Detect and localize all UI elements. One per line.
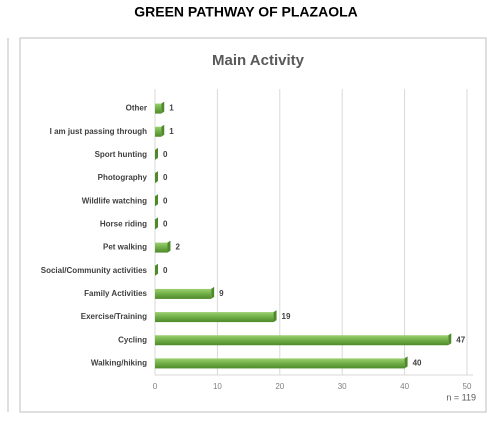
chart-title: Main Activity: [212, 52, 305, 69]
x-tick-label: 40: [400, 382, 409, 391]
value-label: 0: [163, 266, 168, 275]
bar-end: [161, 101, 165, 114]
bar-end: [273, 310, 277, 323]
value-label: 0: [163, 150, 168, 159]
y-tick-label: Family Activities: [84, 289, 147, 298]
bar: [155, 358, 405, 369]
bar-end: [155, 194, 158, 207]
bar-end: [167, 240, 171, 253]
y-tick-label: Horse riding: [100, 220, 147, 229]
value-label: 47: [456, 335, 465, 344]
bar: [155, 288, 212, 299]
bar: [155, 126, 162, 137]
bar-end: [155, 147, 158, 160]
x-tick-label: 10: [213, 382, 222, 391]
bar-end: [404, 356, 408, 369]
y-tick-label: Other: [126, 104, 147, 113]
y-tick-label: Photography: [98, 173, 148, 182]
y-tick-label: Sport hunting: [95, 150, 148, 159]
bar-end: [155, 171, 158, 184]
value-label: 2: [175, 243, 180, 252]
value-label: 0: [163, 220, 168, 229]
y-tick-label: I am just passing through: [50, 127, 147, 136]
bar-end: [448, 333, 452, 346]
x-tick-label: 50: [463, 382, 472, 391]
y-tick-label: Walking/hiking: [91, 359, 147, 368]
value-label: 19: [282, 312, 291, 321]
y-tick-label: Cycling: [118, 335, 147, 344]
bar: [155, 335, 449, 346]
bar: [155, 103, 162, 114]
x-tick-label: 0: [153, 382, 158, 391]
value-label: 40: [413, 359, 422, 368]
x-tick-label: 30: [338, 382, 347, 391]
bar-end: [211, 286, 215, 299]
y-tick-label: Social/Community activities: [41, 266, 148, 275]
value-label: 0: [163, 173, 168, 182]
bar-end: [155, 263, 158, 276]
y-tick-label: Wildlife watching: [82, 196, 147, 205]
y-tick-label: Exercise/Training: [81, 312, 147, 321]
y-tick-label: Pet walking: [103, 243, 147, 252]
page-title: GREEN PATHWAY OF PLAZAOLA: [134, 4, 358, 20]
value-label: 1: [169, 104, 174, 113]
value-label: 0: [163, 196, 168, 205]
annotation: n = 119: [446, 392, 476, 402]
x-tick-label: 20: [275, 382, 284, 391]
bar-end: [161, 124, 165, 137]
chart-panel: [19, 37, 487, 413]
value-label: 9: [219, 289, 224, 298]
bar-end: [155, 217, 158, 230]
bar: [155, 312, 274, 323]
value-label: 1: [169, 127, 174, 136]
bar: [155, 242, 168, 253]
